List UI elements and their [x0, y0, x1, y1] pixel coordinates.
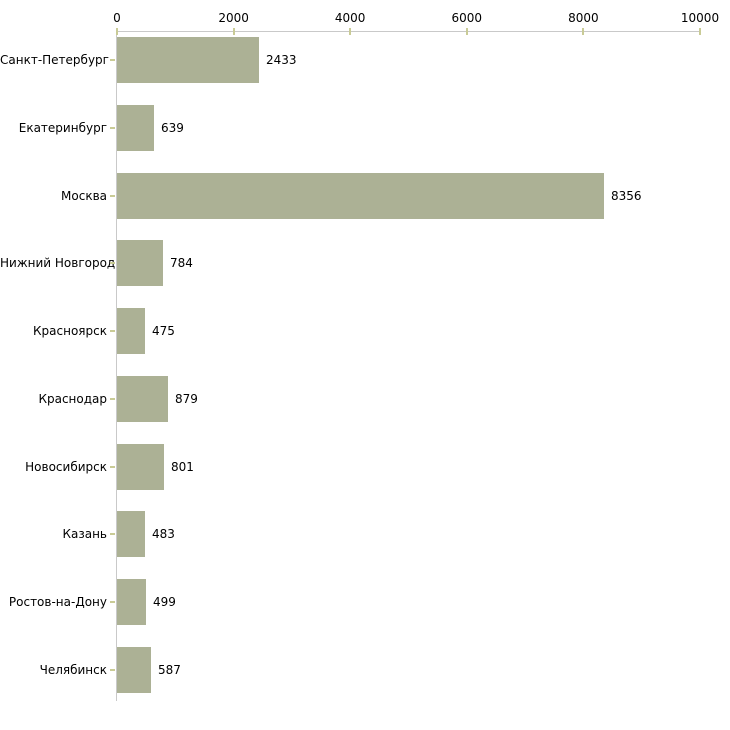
bar	[117, 105, 154, 151]
bar	[117, 579, 146, 625]
x-tick-label: 8000	[568, 11, 599, 25]
x-tick-mark	[349, 28, 352, 35]
x-tick-mark	[699, 28, 701, 35]
bar	[117, 376, 168, 422]
category-tick-mark	[110, 669, 115, 671]
category-label: Новосибирск	[25, 460, 107, 474]
category-tick-mark	[110, 398, 115, 400]
bar	[117, 240, 163, 286]
x-tick-label: 2000	[218, 11, 249, 25]
category-tick-mark	[110, 330, 115, 332]
value-label: 784	[170, 256, 193, 270]
value-label: 801	[171, 460, 194, 474]
value-label: 8356	[611, 189, 642, 203]
value-label: 475	[152, 324, 175, 338]
bar	[117, 511, 145, 557]
value-label: 587	[158, 663, 181, 677]
category-label: Нижний Новгород	[0, 256, 116, 270]
category-label: Санкт-Петербург	[0, 53, 109, 67]
category-label: Ростов-на-Дону	[8, 595, 107, 609]
category-tick-mark	[110, 466, 115, 468]
value-label: 639	[161, 121, 184, 135]
category-tick-mark	[110, 127, 115, 129]
category-tick-mark	[110, 262, 115, 264]
bar	[117, 37, 259, 83]
bar	[117, 647, 151, 693]
category-label: Краснодар	[38, 392, 107, 406]
bar	[117, 308, 145, 354]
category-tick-mark	[110, 601, 115, 603]
x-axis-line	[116, 31, 701, 32]
x-tick-mark	[465, 28, 468, 35]
x-tick-label: 0	[113, 11, 121, 25]
y-axis-line	[116, 31, 117, 701]
x-tick-mark	[232, 28, 235, 35]
category-tick-mark	[110, 59, 115, 61]
category-label: Красноярск	[33, 324, 107, 338]
bar	[117, 173, 604, 219]
value-label: 483	[152, 527, 175, 541]
value-label: 499	[153, 595, 176, 609]
category-label: Челябинск	[39, 663, 107, 677]
x-tick-label: 4000	[334, 11, 366, 25]
x-tick-label: 10000	[680, 11, 720, 25]
category-label: Казань	[62, 527, 107, 541]
x-tick-mark	[582, 28, 585, 35]
category-tick-mark	[110, 195, 115, 197]
bar	[117, 444, 164, 490]
x-tick-mark	[116, 28, 118, 35]
category-tick-mark	[110, 533, 115, 535]
category-label: Москва	[61, 189, 107, 203]
value-label: 879	[175, 392, 198, 406]
value-label: 2433	[266, 53, 297, 67]
x-tick-label: 6000	[451, 11, 483, 25]
category-label: Екатеринбург	[18, 121, 107, 135]
